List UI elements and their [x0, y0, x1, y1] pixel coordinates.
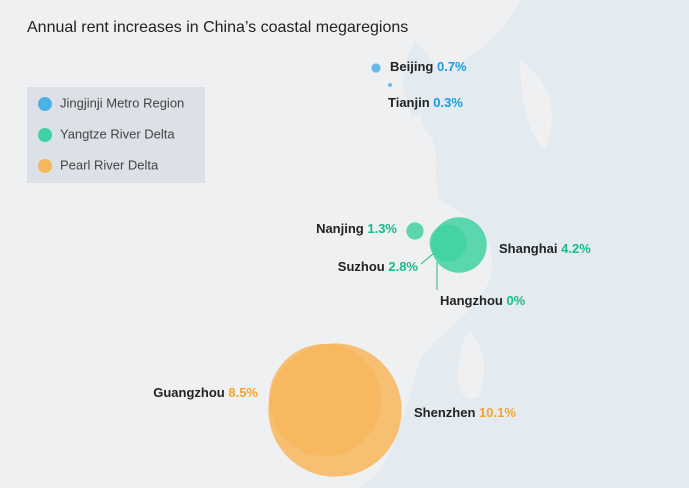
sea: [360, 0, 689, 488]
city-name: Beijing: [390, 59, 433, 74]
city-label: Suzhou 2.8%: [338, 259, 419, 274]
city-name: Tianjin: [388, 95, 430, 110]
value-label: 0.7%: [437, 59, 467, 74]
legend-box: [27, 87, 205, 183]
value-label: 2.8%: [388, 259, 418, 274]
city-label: Hangzhou 0%: [440, 293, 526, 308]
korea: [520, 60, 552, 150]
city-label: Shanghai 4.2%: [499, 241, 591, 256]
value-label: 0.3%: [433, 95, 463, 110]
city-name: Shenzhen: [414, 405, 475, 420]
legend-swatch: [38, 97, 52, 111]
bubble: [371, 63, 381, 73]
bohai-sea: [403, 40, 443, 118]
bubble: [406, 222, 424, 240]
chart-title: Annual rent increases in China’s coastal…: [27, 19, 408, 36]
city-label: Guangzhou 8.5%: [153, 385, 258, 400]
city-label: Nanjing 1.3%: [316, 221, 397, 236]
value-label: 10.1%: [479, 405, 516, 420]
legend-label: Yangtze River Delta: [60, 126, 175, 141]
value-label: 4.2%: [561, 241, 591, 256]
value-label: 1.3%: [367, 221, 397, 236]
value-label: 8.5%: [228, 385, 258, 400]
city-name: Hangzhou: [440, 293, 503, 308]
legend-swatch: [38, 159, 52, 173]
city-name: Guangzhou: [153, 385, 225, 400]
legend-swatch: [38, 128, 52, 142]
taiwan: [457, 330, 485, 399]
value-label: 0%: [506, 293, 525, 308]
bubble: [388, 83, 392, 87]
city-label: Beijing 0.7%: [390, 59, 467, 74]
legend-label: Jingjinji Metro Region: [60, 95, 184, 110]
bubble: [268, 343, 402, 477]
city-name: Suzhou: [338, 259, 385, 274]
city-label: Tianjin 0.3%: [388, 95, 463, 110]
city-name: Nanjing: [316, 221, 364, 236]
city-label: Shenzhen 10.1%: [414, 405, 516, 420]
bubble: [431, 217, 487, 273]
city-name: Shanghai: [499, 241, 558, 256]
legend-label: Pearl River Delta: [60, 157, 159, 172]
